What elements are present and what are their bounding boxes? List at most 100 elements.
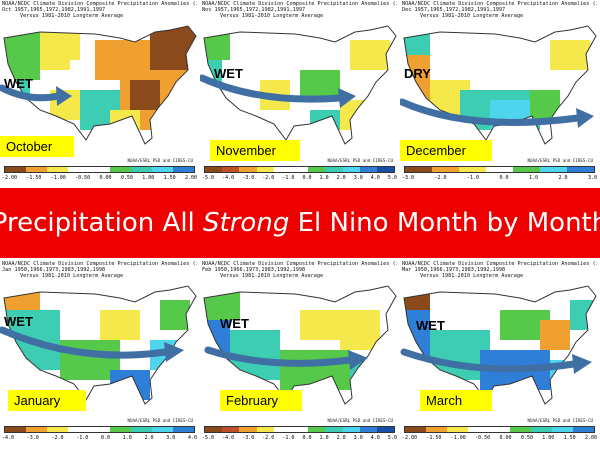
storm-track-arrow xyxy=(400,348,578,373)
tick-label: -5.0 xyxy=(202,175,215,181)
tick-label: 2.0 xyxy=(144,435,154,441)
tick-label: -3.0 xyxy=(402,175,415,181)
arrow-head xyxy=(56,86,72,106)
header-baseline: Versus 1981-2010 Longterm Average xyxy=(20,13,124,20)
storm-track-arrow xyxy=(204,346,354,367)
color-scale-ticks: -4.0 -3.0 -2.0 -1.0 0.0 1.0 2.0 3.0 4.0 xyxy=(2,435,197,441)
tick-label: 3.0 xyxy=(353,435,363,441)
data-credit: NOAA/ESRL PSD and CIRES-CU xyxy=(527,158,593,163)
color-scale-ticks: -3.0 -2.0 -1.0 0.0 1.0 2.0 3.0 xyxy=(402,175,597,181)
tick-label: 1.00 xyxy=(542,435,555,441)
us-precip-map xyxy=(0,25,197,145)
map-header: NOAA/NCDC Climate Division Composite Pre… xyxy=(2,261,197,280)
tick-label: 4.0 xyxy=(370,175,380,181)
map-header: NOAA/NCDC Climate Division Composite Pre… xyxy=(402,1,597,20)
tick-label: -3.0 xyxy=(26,435,39,441)
header-years: Feb 1958,1966,1973,1983,1992,1998 xyxy=(202,267,306,274)
tick-label: -2.0 xyxy=(434,175,447,181)
tick-label: 1.00 xyxy=(142,175,155,181)
map-header: NOAA/NCDC Climate Division Composite Pre… xyxy=(202,261,397,280)
month-label: March xyxy=(420,390,492,411)
header-years: Mar 1958,1966,1973,1983,1992,1998 xyxy=(402,267,506,274)
header-title: NOAA/NCDC Climate Division Composite Pre… xyxy=(402,261,597,267)
tick-label: -1.50 xyxy=(26,175,42,181)
data-credit: NOAA/ESRL PSD and CIRES-CU xyxy=(327,158,393,163)
tick-label: -1.0 xyxy=(76,435,89,441)
tick-label: -4.0 xyxy=(2,435,15,441)
tick-label: 3.0 xyxy=(166,435,176,441)
panel-february: NOAA/NCDC Climate Division Composite Pre… xyxy=(200,260,399,448)
panel-march: NOAA/NCDC Climate Division Composite Pre… xyxy=(400,260,599,448)
arrow-head xyxy=(338,88,356,108)
regime-tag: WET xyxy=(214,66,243,81)
color-scale-bar xyxy=(204,166,395,173)
regime-tag: DRY xyxy=(404,66,431,81)
header-title: NOAA/NCDC Climate Division Composite Pre… xyxy=(402,1,597,7)
tick-label: 4.0 xyxy=(187,435,197,441)
banner-title: Precipitation All Strong El Nino Month b… xyxy=(0,208,600,238)
tick-label: 0.0 xyxy=(101,435,111,441)
storm-track-arrow xyxy=(0,84,62,102)
us-precip-map xyxy=(400,285,597,405)
tick-label: 1.50 xyxy=(163,175,176,181)
tick-label: 3.0 xyxy=(587,175,597,181)
header-years: Oct 1957,1965,1972,1982,1991,1997 xyxy=(2,7,106,14)
tick-label: 0.0 xyxy=(302,435,312,441)
us-precip-map xyxy=(203,285,397,405)
header-baseline: Versus 1981-2010 Longterm Average xyxy=(220,13,324,20)
tick-label: 4.0 xyxy=(370,435,380,441)
header-years: Nov 1957,1965,1972,1982,1991,1997 xyxy=(202,7,306,14)
month-label: November xyxy=(210,140,300,161)
color-scale-bar xyxy=(4,426,195,433)
tick-label: 3.0 xyxy=(353,175,363,181)
tick-label: -3.0 xyxy=(242,435,255,441)
tick-label: -1.0 xyxy=(282,435,295,441)
tick-label: 1.0 xyxy=(319,175,329,181)
header-title: NOAA/NCDC Climate Division Composite Pre… xyxy=(2,261,197,267)
tick-label: 0.00 xyxy=(499,435,512,441)
tick-label: 2.0 xyxy=(336,435,346,441)
color-scale-ticks: -5.0 -4.0 -3.0 -2.0 -1.0 0.0 1.0 2.0 3.0 4.0 5.0 xyxy=(202,435,397,441)
tick-label: 0.0 xyxy=(302,175,312,181)
arrow-head xyxy=(576,108,594,128)
tick-label: 0.50 xyxy=(120,175,133,181)
header-baseline: Versus 1981-2010 Longterm Average xyxy=(220,273,324,280)
tick-label: -4.0 xyxy=(222,435,235,441)
map-header: NOAA/NCDC Climate Division Composite Pre… xyxy=(2,1,197,20)
color-scale-ticks: -5.0 -4.0 -3.0 -2.0 -1.0 0.0 1.0 2.0 3.0 4.0 5.0 xyxy=(202,175,397,181)
data-credit: NOAA/ESRL PSD and CIRES-CU xyxy=(127,418,193,423)
tick-label: -2.0 xyxy=(262,435,275,441)
data-credit: NOAA/ESRL PSD and CIRES-CU xyxy=(527,418,593,423)
tick-label: 1.0 xyxy=(528,175,539,181)
data-credit: NOAA/ESRL PSD and CIRES-CU xyxy=(327,418,393,423)
arrow-head xyxy=(164,342,184,362)
tick-label: -0.50 xyxy=(475,435,491,441)
tick-label: -0.50 xyxy=(75,175,91,181)
data-credit: NOAA/ESRL PSD and CIRES-CU xyxy=(127,158,193,163)
regime-tag: WET xyxy=(4,314,33,329)
color-scale-ticks: -2.00 -1.50 -1.00 -0.50 0.00 0.50 1.00 1.50 2.00 xyxy=(402,435,597,441)
tick-label: 2.00 xyxy=(584,435,597,441)
tick-label: -1.0 xyxy=(282,175,295,181)
tick-label: -5.0 xyxy=(202,435,215,441)
header-baseline: Versus 1981-2010 Longterm Average xyxy=(420,273,524,280)
tick-label: 0.00 xyxy=(99,175,112,181)
color-scale-bar xyxy=(204,426,395,433)
color-scale-bar xyxy=(404,426,595,433)
panel-november: NOAA/NCDC Climate Division Composite Pre… xyxy=(200,0,399,188)
header-baseline: Versus 1981-2010 Longterm Average xyxy=(420,13,524,20)
panel-january: NOAA/NCDC Climate Division Composite Pre… xyxy=(0,260,199,448)
color-scale-bar xyxy=(404,166,595,173)
color-scale-ticks: -2.00 -1.50 -1.00 -0.50 0.00 0.50 1.00 1.50 2.00 xyxy=(2,175,197,181)
header-title: NOAA/NCDC Climate Division Composite Pre… xyxy=(202,261,397,267)
month-label: October xyxy=(0,136,74,157)
tick-label: -1.50 xyxy=(426,435,442,441)
map-header: NOAA/NCDC Climate Division Composite Pre… xyxy=(402,261,597,280)
banner-text-end: El Nino Month by Month xyxy=(289,208,600,238)
tick-label: -1.00 xyxy=(450,435,466,441)
us-precip-map xyxy=(0,285,197,405)
tick-label: -2.0 xyxy=(262,175,275,181)
regime-tag: WET xyxy=(416,318,445,333)
header-baseline: Versus 1981-2010 Longterm Average xyxy=(20,273,124,280)
tick-label: 1.50 xyxy=(563,435,576,441)
